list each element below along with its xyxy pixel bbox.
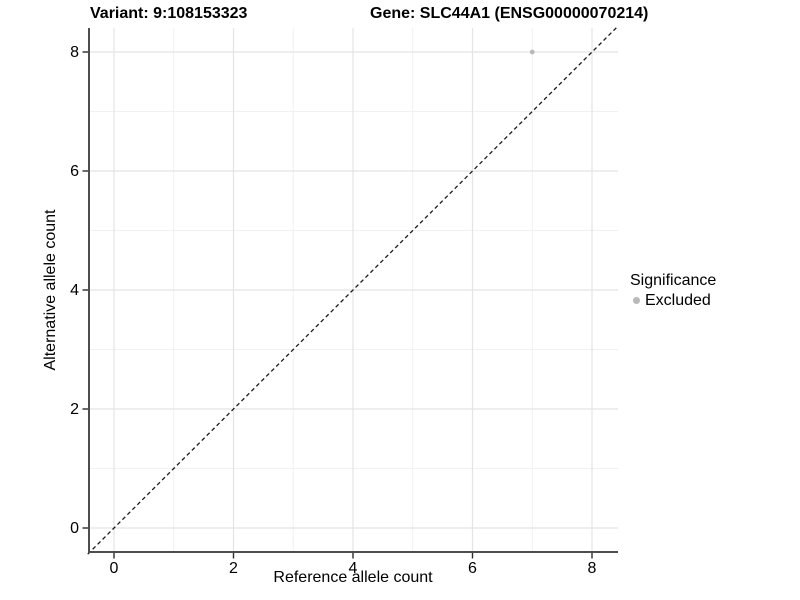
variant-title: Variant: 9:108153323 bbox=[90, 5, 248, 22]
legend-item-excluded: Excluded bbox=[630, 291, 716, 310]
data-point bbox=[529, 49, 535, 55]
y-tick-label: 2 bbox=[70, 400, 79, 418]
x-axis-label: Reference allele count bbox=[273, 569, 433, 586]
gene-title: Gene: SLC44A1 (ENSG00000070214) bbox=[370, 5, 649, 22]
legend: Significance Excluded bbox=[630, 271, 716, 310]
x-tick-label: 0 bbox=[109, 560, 119, 577]
x-tick-label: 6 bbox=[468, 560, 477, 577]
y-tick-label: 4 bbox=[70, 281, 79, 299]
excluded-point-swatch bbox=[633, 297, 640, 304]
y-tick-label: 0 bbox=[70, 519, 79, 537]
x-tick-label: 4 bbox=[348, 560, 358, 577]
y-tick-label: 6 bbox=[70, 162, 79, 180]
x-tick-label: 8 bbox=[587, 560, 597, 577]
plot-panel bbox=[82, 25, 619, 559]
identity-line bbox=[87, 25, 619, 555]
legend-title: Significance bbox=[630, 272, 717, 289]
legend-item-label: Excluded bbox=[645, 292, 711, 309]
y-tick-label: 8 bbox=[70, 43, 79, 61]
x-tick-label: 2 bbox=[229, 560, 238, 577]
